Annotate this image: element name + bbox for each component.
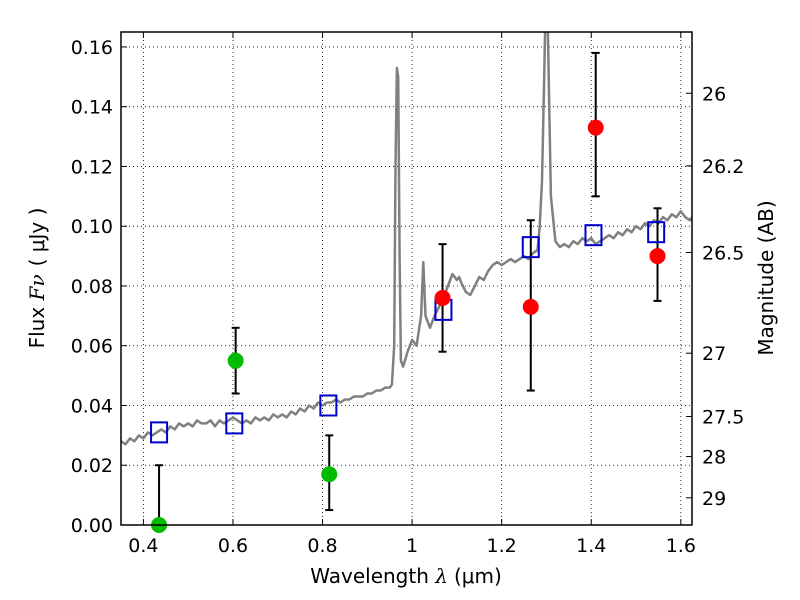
y2-tick-label: 26.2 bbox=[702, 156, 744, 178]
x-tick-label: 0.8 bbox=[307, 535, 337, 557]
model-point-7 bbox=[647, 221, 666, 244]
y2-tick-label: 29 bbox=[702, 488, 726, 510]
model-layer bbox=[150, 221, 666, 444]
y2-tick-label: 27 bbox=[702, 343, 726, 365]
x-tick-label: 0.4 bbox=[128, 535, 158, 557]
model-point-6 bbox=[584, 224, 603, 247]
y-tick-label: 0.02 bbox=[71, 455, 113, 477]
plot-background bbox=[121, 32, 692, 525]
observed-point-4 bbox=[434, 289, 451, 306]
y-tick-label: 0.10 bbox=[71, 216, 113, 238]
model-point-1 bbox=[150, 421, 169, 444]
y-tick-label: 0.14 bbox=[71, 97, 113, 119]
x-axis-label-symbol: λ bbox=[434, 564, 448, 588]
y2-tick-label: 26 bbox=[702, 83, 726, 105]
plot-frame bbox=[120, 31, 693, 526]
observed-point-6 bbox=[587, 119, 604, 136]
x-axis-label-text: Wavelength bbox=[310, 564, 435, 588]
y-tick-label: 0.08 bbox=[71, 276, 113, 298]
x-tick-label: 1.4 bbox=[576, 535, 606, 557]
y-tick-label: 0.12 bbox=[71, 156, 113, 178]
y-axis-label-text: Flux bbox=[25, 300, 49, 348]
y-tick-label: 0.04 bbox=[71, 395, 113, 417]
observed-point-7 bbox=[649, 248, 666, 265]
observed-point-5 bbox=[522, 298, 539, 315]
x-tick-label: 1.6 bbox=[666, 535, 696, 557]
y-tick-label: 0.06 bbox=[71, 336, 113, 358]
x-tick-labels: 0.4 0.6 0.8 1 1.2 1.4 1.6 bbox=[128, 535, 696, 557]
y-tick-labels: 0.00 0.02 0.04 0.06 0.08 0.10 0.12 0.14 0.16 bbox=[71, 37, 113, 537]
spectrum-layer bbox=[121, 32, 692, 446]
y-tick-label: 0.16 bbox=[71, 37, 113, 59]
x-tick-label: 1.2 bbox=[487, 535, 517, 557]
model-point-5 bbox=[521, 236, 540, 259]
observed-point-2 bbox=[227, 352, 244, 369]
x-tick-label: 1 bbox=[406, 535, 418, 557]
y2-axis-label: Magnitude (AB) bbox=[754, 200, 778, 355]
observed-point-3 bbox=[321, 466, 338, 483]
y-axis-label-symbol: Fν bbox=[25, 274, 49, 301]
y-axis-label-unit: ( μJy ) bbox=[25, 208, 49, 267]
y2-tick-label: 28 bbox=[702, 447, 726, 469]
y2-tick-label: 26.5 bbox=[702, 243, 744, 265]
model-point-3 bbox=[319, 394, 338, 417]
spectrum-line bbox=[121, 32, 692, 446]
x-axis-label: Wavelength λ (μm) bbox=[310, 564, 502, 588]
observed-layer bbox=[151, 119, 666, 533]
y-axis-label: Flux Fν ( μJy ) bbox=[25, 208, 49, 349]
y-tick-label: 0.00 bbox=[71, 515, 113, 537]
x-axis-label-unit: (μm) bbox=[454, 564, 502, 588]
x-tick-label: 0.6 bbox=[218, 535, 248, 557]
ticks bbox=[121, 32, 692, 526]
model-point-2 bbox=[225, 412, 244, 435]
y2-tick-labels: 26 26.2 26.5 27 27.5 28 29 bbox=[702, 83, 744, 510]
y2-tick-label: 27.5 bbox=[702, 407, 744, 429]
